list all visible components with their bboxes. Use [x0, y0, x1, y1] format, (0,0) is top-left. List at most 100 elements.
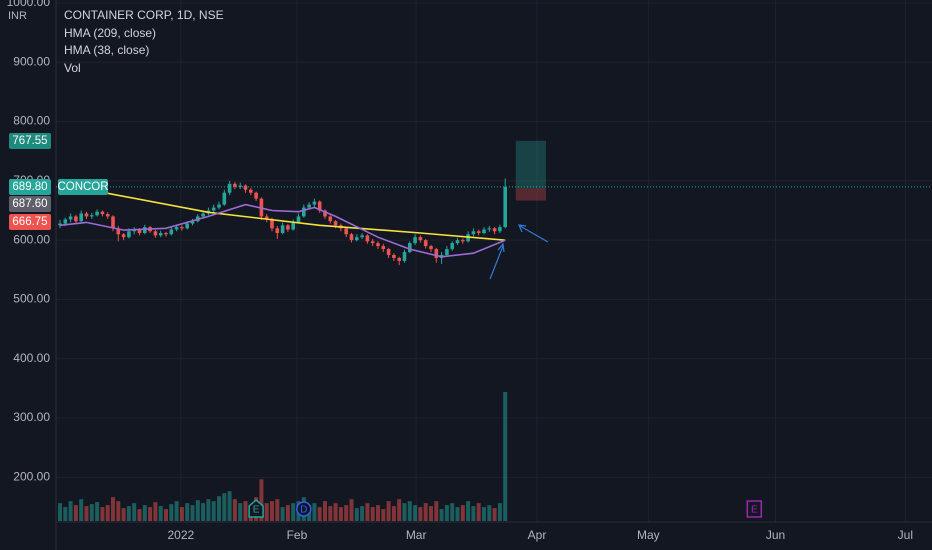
- candle-body: [482, 229, 486, 234]
- candle-body: [365, 235, 370, 242]
- candle-body: [105, 214, 110, 217]
- price-tag: [9, 133, 51, 149]
- x-tick-label: Jun: [766, 528, 785, 542]
- grid: 1000.00900.00800.00700.00600.00500.00400…: [7, 0, 932, 542]
- volume-bar: [116, 501, 121, 521]
- candle-body: [376, 243, 380, 247]
- candle-body: [201, 213, 205, 217]
- volume-bar: [201, 503, 206, 521]
- candle-body: [169, 229, 174, 235]
- candle-body: [137, 229, 142, 234]
- volume-bar: [381, 509, 386, 521]
- volume-bar: [360, 506, 365, 521]
- volume-bar: [148, 507, 153, 521]
- volume-bar: [349, 499, 354, 521]
- volume-bar: [407, 501, 412, 521]
- candle-body: [280, 225, 285, 234]
- candle-body: [429, 246, 433, 250]
- candle-body: [95, 211, 99, 216]
- plot: [58, 178, 508, 521]
- volume-bar: [492, 508, 497, 521]
- volume-bar: [482, 507, 486, 521]
- volume-bar: [423, 503, 428, 521]
- volume-bar: [354, 508, 359, 521]
- y-tick-label: 300.00: [13, 410, 50, 424]
- volume-bar: [158, 506, 163, 521]
- volume-bar: [174, 501, 179, 521]
- price-tag-label: 687.60: [12, 198, 47, 210]
- symbol-tag-label: CONCOR: [57, 181, 108, 193]
- volume-bar: [391, 506, 396, 521]
- volume-bar: [466, 501, 471, 521]
- candle-body: [164, 233, 168, 235]
- volume-bar: [270, 501, 274, 521]
- candle-body: [190, 221, 195, 224]
- volume-bar: [386, 501, 391, 521]
- candle-body: [291, 222, 295, 230]
- candle-body: [386, 249, 391, 255]
- candle-body: [355, 237, 359, 241]
- volume-bar: [376, 505, 380, 521]
- candle-body: [264, 216, 269, 220]
- volume-bar: [121, 508, 126, 521]
- x-tick-label: Apr: [528, 528, 547, 542]
- legend-title: CONTAINER CORP, 1D, NSE: [64, 8, 224, 22]
- y-tick-label: 400.00: [13, 351, 50, 365]
- indicator-line: [107, 192, 506, 241]
- position-profit: [515, 140, 547, 189]
- candle-body: [498, 227, 502, 232]
- candle-body: [323, 210, 327, 217]
- candle-body: [450, 243, 454, 250]
- volume-bar: [206, 499, 211, 521]
- candle-body: [233, 183, 237, 187]
- volume-bar: [95, 502, 100, 521]
- volume-bar: [111, 497, 115, 521]
- volume-bar: [100, 507, 105, 521]
- volume-bar: [471, 506, 476, 521]
- candle-body: [180, 227, 184, 229]
- arrow: [489, 242, 505, 280]
- candle-body: [254, 192, 258, 199]
- volume-bar: [418, 507, 423, 521]
- candle-body: [84, 213, 89, 217]
- candle-body: [296, 216, 301, 223]
- volume-bar: [450, 503, 455, 521]
- candle-body: [74, 216, 78, 222]
- candle-body: [238, 185, 242, 187]
- annotations: [489, 224, 549, 280]
- candle-body: [487, 228, 492, 230]
- x-tick-label: Mar: [406, 528, 427, 542]
- candle-body: [344, 228, 348, 235]
- volume-bar: [280, 507, 285, 521]
- event-marker-label: D: [300, 505, 307, 516]
- volume-bar: [126, 506, 131, 521]
- candle-body: [461, 240, 465, 242]
- volume-bar: [153, 502, 158, 521]
- volume-bar: [259, 479, 264, 521]
- price-tag: [9, 179, 51, 195]
- volume-bar: [137, 509, 142, 521]
- candle-body: [270, 219, 274, 229]
- volume-bar: [217, 496, 221, 521]
- candle-body: [127, 231, 131, 238]
- event-marker: [746, 500, 763, 518]
- candle-body: [503, 186, 507, 228]
- candle-body: [158, 233, 163, 236]
- volume-bar: [169, 504, 174, 521]
- volume-bar: [344, 505, 349, 521]
- candle-body: [243, 185, 248, 190]
- volume-bar: [503, 391, 508, 521]
- volume-bar: [73, 505, 78, 521]
- candle-body: [445, 249, 449, 255]
- candle-body: [397, 257, 401, 261]
- candle-body: [370, 241, 375, 244]
- volume-bar: [397, 499, 402, 521]
- price-tag-label: 689.80: [12, 181, 47, 193]
- candle-body: [222, 192, 227, 205]
- candle-body: [408, 243, 412, 253]
- volume-bar: [142, 505, 147, 521]
- event-marker: [248, 499, 264, 518]
- candle-body: [418, 237, 423, 241]
- volume-bar: [195, 500, 200, 521]
- legend-item: Vol: [64, 61, 81, 75]
